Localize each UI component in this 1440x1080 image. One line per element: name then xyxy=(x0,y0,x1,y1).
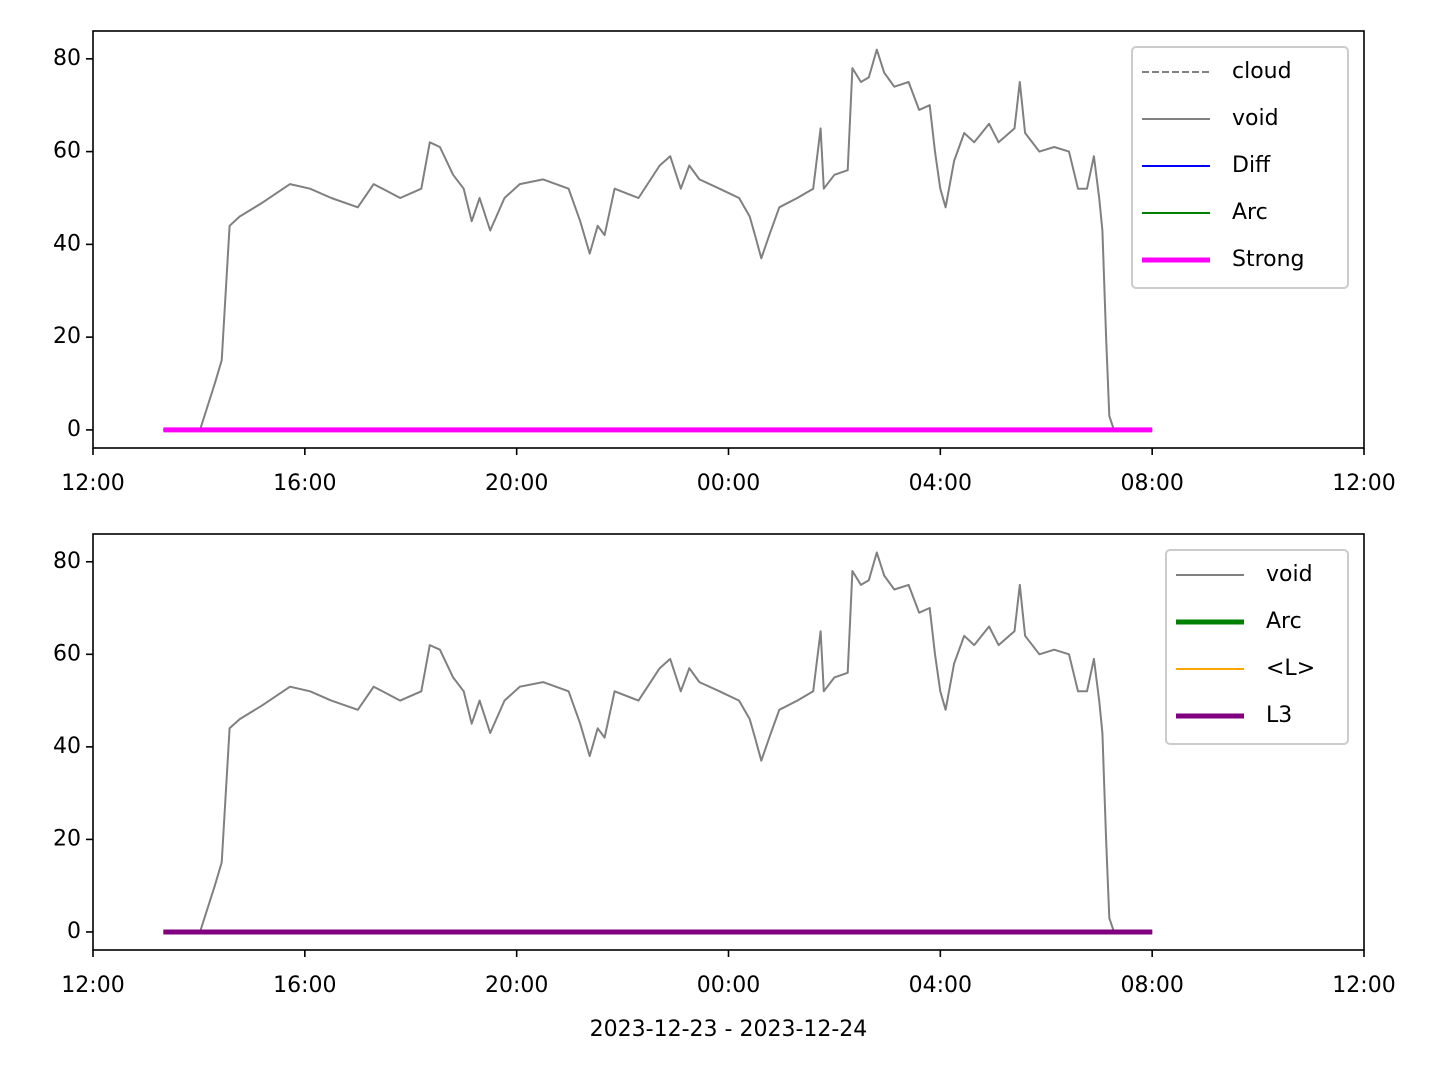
x-tick-label: 00:00 xyxy=(697,471,760,496)
x-tick-label: 20:00 xyxy=(485,973,548,998)
y-tick-label: 20 xyxy=(53,324,81,349)
legend-label: Arc xyxy=(1266,609,1302,634)
legend-label: void xyxy=(1232,106,1279,131)
x-tick-label: 20:00 xyxy=(485,471,548,496)
y-tick-label: 40 xyxy=(53,231,81,256)
x-tick-label: 12:00 xyxy=(61,471,124,496)
x-tick-label: 04:00 xyxy=(909,471,972,496)
y-tick-label: 80 xyxy=(53,46,81,71)
x-tick-label: 00:00 xyxy=(697,973,760,998)
y-tick-label: 0 xyxy=(67,919,81,944)
y-tick-label: 0 xyxy=(67,417,81,442)
x-tick-label: 12:00 xyxy=(61,973,124,998)
y-tick-label: 60 xyxy=(53,139,81,164)
subplot: 0 20 40 60 80 12:00 16:00 20:00 00:00 04:00 08:00 1… xyxy=(53,30,1396,496)
x-tick-label: 08:00 xyxy=(1120,973,1183,998)
legend-label: <L> xyxy=(1266,656,1315,681)
legend-label: L3 xyxy=(1266,703,1292,728)
series-line xyxy=(163,551,1153,933)
legend-box xyxy=(1131,46,1349,289)
legend-label: Diff xyxy=(1232,153,1271,178)
x-tick-label: 12:00 xyxy=(1332,973,1395,998)
subplot: 0 20 40 60 80 12:00 16:00 20:00 00:00 04:00 08:00 1… xyxy=(53,533,1396,1042)
y-tick-label: 80 xyxy=(53,549,81,574)
y-tick-label: 20 xyxy=(53,826,81,851)
legend: void Arc <L> L3 xyxy=(1165,549,1349,745)
y-tick-label: 60 xyxy=(53,641,81,666)
legend-label: Strong xyxy=(1232,247,1305,272)
legend: cloud void Diff Arc Strong xyxy=(1131,46,1349,289)
x-axis-label: 2023-12-23 - 2023-12-24 xyxy=(590,1017,868,1042)
x-tick-label: 12:00 xyxy=(1332,471,1395,496)
series-line xyxy=(163,48,1153,431)
x-tick-label: 16:00 xyxy=(273,973,336,998)
x-tick-label: 04:00 xyxy=(909,973,972,998)
legend-label: cloud xyxy=(1232,59,1292,84)
legend-box xyxy=(1165,549,1349,745)
legend-label: Arc xyxy=(1232,200,1268,225)
x-tick-label: 08:00 xyxy=(1120,471,1183,496)
x-tick-label: 16:00 xyxy=(273,471,336,496)
y-tick-label: 40 xyxy=(53,734,81,759)
legend-label: void xyxy=(1266,562,1313,587)
